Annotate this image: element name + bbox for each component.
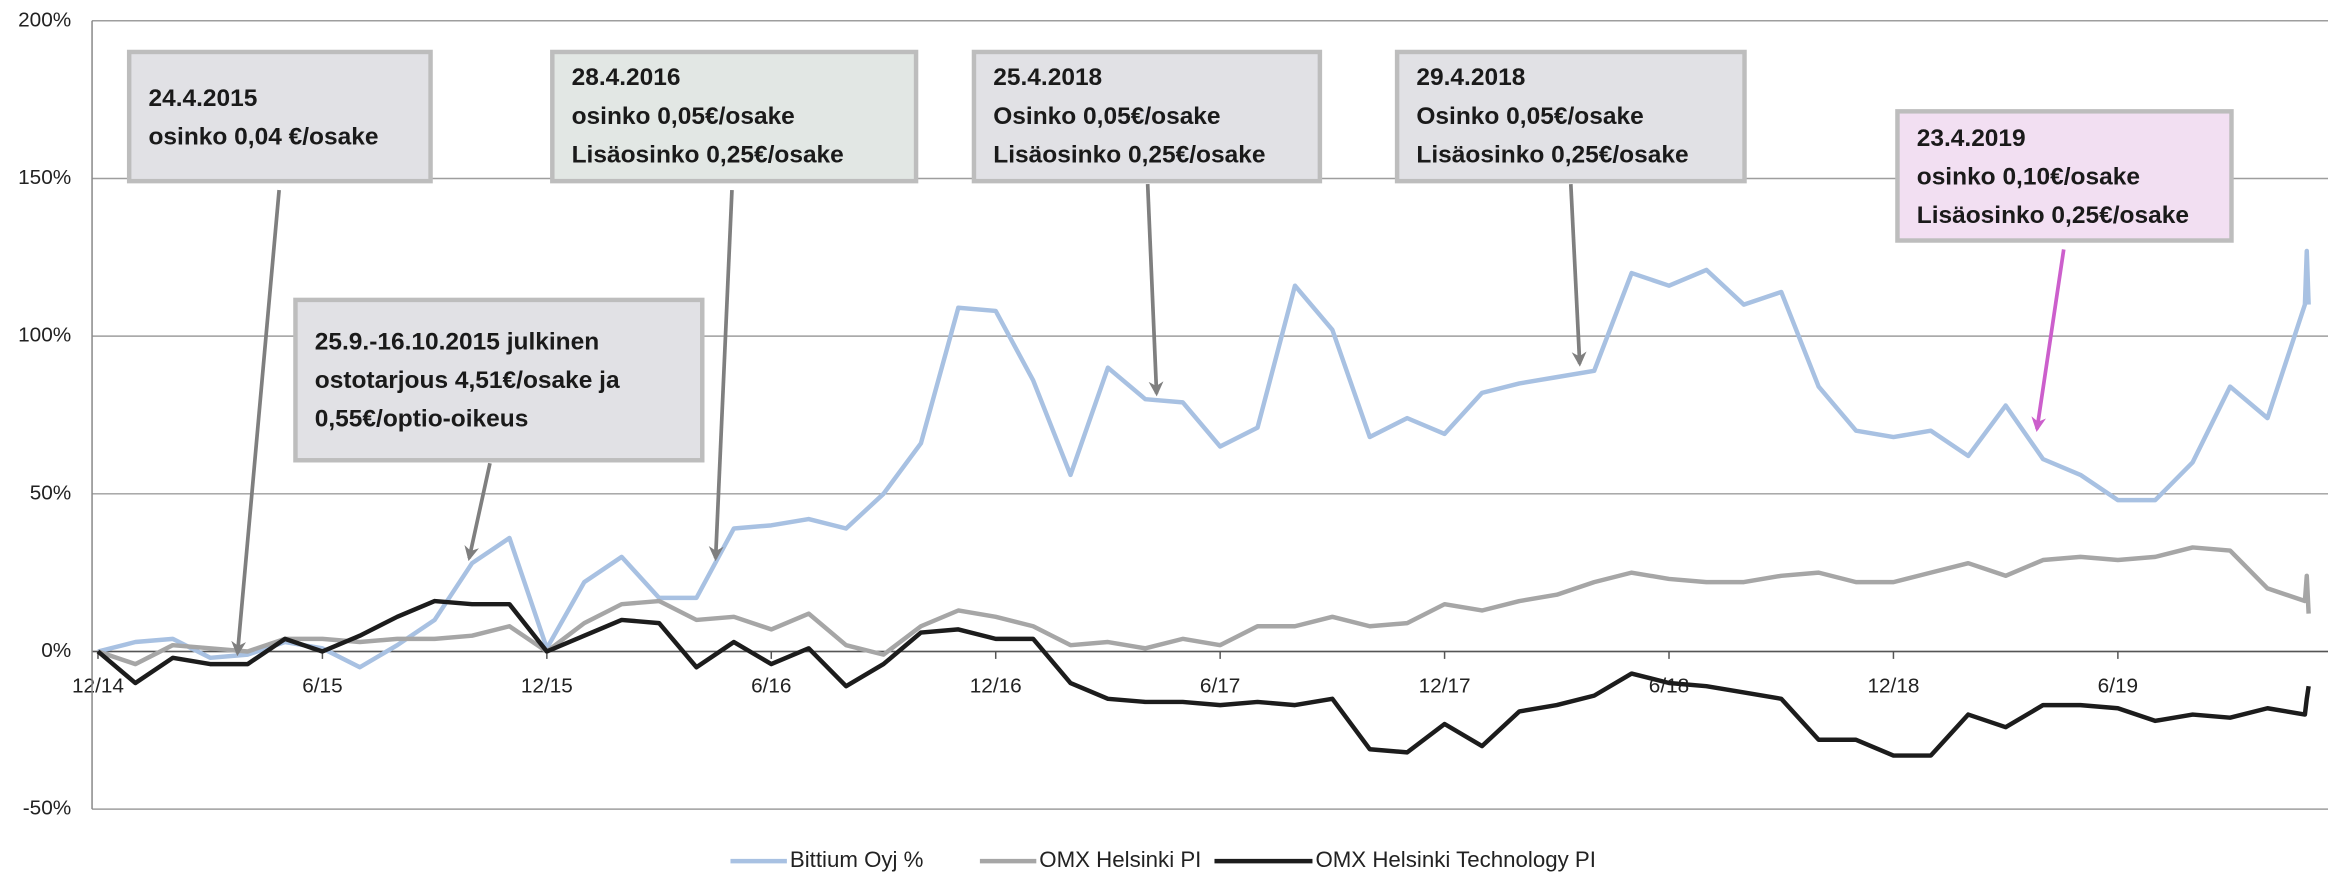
legend-label: OMX Helsinki Technology PI — [1315, 847, 1596, 872]
annotation-text: 23.4.2019 — [1917, 125, 2026, 152]
x-tick-label: 12/14 — [72, 675, 124, 698]
x-tick-label: 6/16 — [751, 675, 791, 698]
annotation-text: osinko 0,04 €/osake — [148, 124, 378, 151]
annotations: 24.4.2015 osinko 0,04 €/osake 28.4.2016 osi… — [126, 49, 2234, 657]
x-tick-label: 12/15 — [521, 675, 573, 698]
y-tick-label: 0% — [41, 639, 71, 662]
legend-label: OMX Helsinki PI — [1039, 847, 1201, 872]
annotation-arrow — [1568, 184, 1587, 367]
annotation-arrow — [2031, 249, 2066, 433]
annotation-box — [1394, 49, 1747, 184]
annotation-box — [971, 49, 1323, 184]
y-tick-label: -50% — [23, 797, 71, 820]
legend-label: Bittium Oyj % — [790, 847, 924, 872]
annotation-text: osinko 0,10€/osake — [1917, 164, 2140, 191]
x-tick-label: 6/15 — [302, 675, 342, 698]
x-tick-label: 6/19 — [2098, 675, 2138, 698]
series-line — [97, 545, 2311, 667]
annotation-arrow — [231, 189, 281, 657]
annotation-text: 24.4.2015 — [148, 85, 257, 112]
annotation-text: osinko 0,05€/osake — [572, 103, 795, 130]
legend: Bittium Oyj % OMX Helsinki PI OMX Helsinki… — [730, 847, 1596, 872]
x-tick-label: 12/17 — [1419, 675, 1471, 698]
annotation-text: Lisäosinko 0,25€/osake — [1917, 202, 2189, 229]
y-tick-label: 150% — [18, 166, 71, 189]
annotation-text: 25.9.-16.10.2015 julkinen — [315, 328, 599, 355]
annotation-arrow — [1145, 184, 1164, 397]
series-line — [96, 598, 2311, 758]
annotation-text: Lisäosinko 0,25€/osake — [993, 141, 1265, 168]
annotation-text: 28.4.2016 — [572, 64, 681, 91]
annotation-text: 0,55€/optio-oikeus — [315, 406, 529, 433]
annotation-text: Lisäosinko 0,25€/osake — [1416, 141, 1688, 168]
x-tick-label: 12/18 — [1867, 675, 1919, 698]
annotation-text: Osinko 0,05€/osake — [1416, 103, 1643, 130]
annotation-arrow — [708, 189, 734, 562]
annotation-box — [126, 49, 433, 184]
annotation-text: ostotarjous 4,51€/osake ja — [315, 367, 620, 394]
y-tick-label: 50% — [30, 481, 72, 504]
annotation-text: 29.4.2018 — [1416, 64, 1525, 91]
x-tick-label: 12/16 — [970, 675, 1022, 698]
annotation-arrow — [464, 462, 492, 562]
annotation-box — [1895, 109, 2234, 243]
x-tick-label: 6/17 — [1200, 675, 1240, 698]
y-tick-label: 100% — [18, 324, 71, 347]
annotation-text: Lisäosinko 0,25€/osake — [572, 141, 844, 168]
annotation-text: Osinko 0,05€/osake — [993, 103, 1220, 130]
annotation-box — [550, 49, 919, 184]
annotation-text: 25.4.2018 — [993, 64, 1102, 91]
y-tick-label: 200% — [18, 8, 71, 31]
annotation-box — [293, 297, 705, 463]
